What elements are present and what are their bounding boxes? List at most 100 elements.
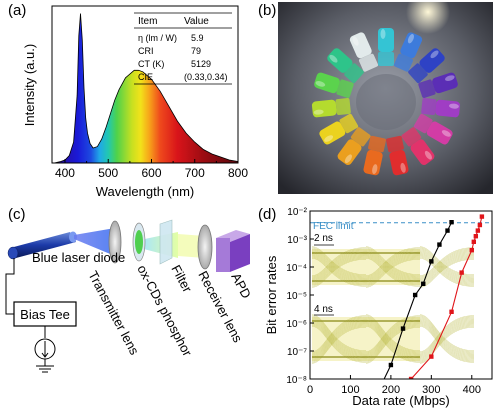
eye-time-label: 2 ns: [314, 233, 333, 244]
ber-series-line: [410, 216, 483, 379]
eye-trace: [311, 317, 475, 361]
eye-trace: [311, 251, 475, 283]
fec-limit-label: FEC limit: [313, 221, 354, 232]
ber-data-point: [388, 362, 394, 368]
ber-data-point: [421, 281, 426, 286]
phosphor-disk: [132, 222, 146, 262]
x-tick-label: 0: [307, 384, 313, 396]
panel-label-c: (c): [8, 206, 26, 223]
panel-label-b: (b): [258, 2, 277, 19]
spectrum-fill: [54, 13, 238, 163]
phosphor-piece: [314, 72, 354, 98]
y-tick-label: 10⁻⁴: [286, 263, 307, 274]
optical-filter: [159, 219, 173, 265]
x-tick-label: 400: [463, 384, 481, 396]
table-row-item: CT (K): [138, 59, 164, 69]
phosphor-piece: [413, 113, 453, 145]
phosphor-piece: [319, 113, 359, 145]
panel-label-a: (a): [8, 2, 27, 19]
ber-data-point: [429, 354, 434, 359]
properties-table: Item Value η (lm / W) 5.9 CRI 79 CT (K) …: [134, 12, 232, 85]
x-tick-label: 600: [141, 166, 161, 180]
laser-beam: [74, 228, 115, 256]
y-axis-label: Bit error rates: [264, 255, 279, 334]
x-tick-label: 200: [382, 384, 400, 396]
phosphor-piece: [418, 72, 458, 98]
setup-schematic: Bias Tee Blue laser diode Transmitter le…: [5, 219, 254, 373]
y-tick-label: 10⁻³: [287, 235, 307, 246]
phosphor-piece: [363, 135, 386, 176]
eye-trace: [311, 249, 475, 285]
ber-data-point: [473, 234, 479, 239]
blue-laser-diode: [7, 231, 77, 260]
phosphor-piece: [393, 32, 423, 72]
eye-trace: [311, 316, 475, 362]
x-axis-label: Data rate (Mbps): [352, 393, 450, 408]
eye-time-label: 4 ns: [314, 304, 333, 315]
transmitter-lens-label: Transmitter lens: [85, 268, 142, 357]
ber-data-point: [412, 292, 418, 298]
ber-data-point: [449, 309, 454, 314]
spectrum-line: [54, 13, 239, 164]
ber-data-point: [408, 376, 414, 379]
x-tick-label: 500: [98, 166, 118, 180]
ber-data-point: [469, 248, 474, 253]
x-tick-label: 800: [228, 166, 248, 180]
receiver-lens: [197, 224, 213, 270]
x-axis-label: Wavelength (nm): [96, 184, 195, 199]
plot-frame: [51, 5, 239, 164]
panel-label-d: (d): [258, 206, 277, 223]
table-row-item: CRI: [138, 46, 154, 56]
ber-data-point: [400, 326, 406, 331]
eye-trace: [311, 318, 475, 360]
eye-trace: [311, 248, 475, 286]
ber-data-point: [429, 259, 434, 264]
eye-trace: [311, 318, 475, 360]
eye-trace: [311, 315, 475, 363]
bias-tee-box: [13, 301, 77, 327]
x-tick-label: 300: [422, 384, 440, 396]
ber-data-point: [477, 222, 483, 228]
eye-trace: [311, 319, 475, 359]
table-header-item: Item: [138, 16, 157, 27]
phosphor-piece: [327, 48, 364, 84]
y-axis-label: Intensity (a.u.): [22, 44, 37, 126]
ber-data-point: [445, 228, 450, 233]
phosphor-piece: [311, 98, 351, 118]
ber-data-point: [475, 228, 481, 233]
phosphor-piece: [401, 127, 435, 165]
eye-diagrams: 2 ns 4 ns: [311, 233, 475, 364]
signal-source-icon: [34, 338, 56, 373]
bias-wire: [5, 258, 15, 315]
x-tick-label: 400: [55, 166, 75, 180]
y-tick-label: 10⁻⁵: [286, 291, 307, 302]
y-tick-label: 10⁻²: [287, 207, 307, 218]
bias-tee-label: Bias Tee: [20, 307, 70, 322]
ber-data-point: [471, 239, 476, 244]
phosphor-photo: [278, 2, 493, 194]
ber-chart: 2 ns 4 ns FEC limit 0 100 200 300 400 10⁻⁸ 10⁻⁷…: [264, 207, 493, 408]
apd-detector: [216, 230, 250, 272]
ber-data-point: [437, 242, 442, 247]
table-row-item: η (lm / W): [138, 33, 177, 43]
table-header-value: Value: [184, 16, 209, 27]
eye-trace: [311, 247, 475, 287]
center-shadow: [356, 74, 416, 130]
eye-trace: [311, 314, 475, 364]
table-row-value: 79: [191, 46, 201, 56]
y-tick-label: 10⁻⁷: [287, 347, 307, 358]
transmitter-lens: [108, 220, 122, 264]
ber-data-point: [459, 270, 464, 275]
phosphor-piece: [378, 28, 394, 66]
eye-trace: [311, 320, 475, 358]
phosphor-piece: [386, 135, 409, 176]
blue-laser-diode-label: Blue laser diode: [32, 250, 125, 265]
lamp-glow: [406, 2, 450, 34]
phosphor-piece: [408, 48, 445, 84]
eye-trace: [311, 246, 475, 288]
phosphor-piece: [337, 127, 371, 165]
spectrum-chart: 400 500 600 700 800 Wavelength (nm) Intensit…: [22, 5, 248, 199]
eye-trace: [311, 250, 475, 284]
ber-data-point: [449, 220, 454, 225]
table-row-value: (0.33,0.34): [184, 72, 228, 82]
